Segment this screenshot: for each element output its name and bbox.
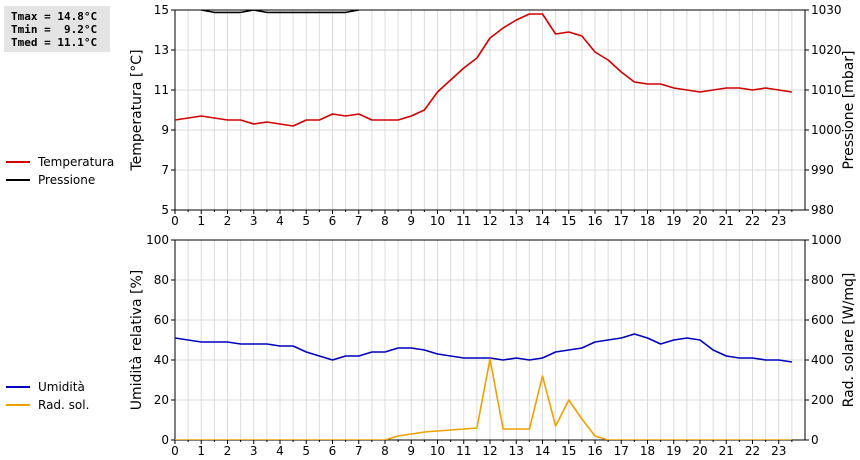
y-tick-label: 0 bbox=[161, 433, 169, 447]
y2-tick-label: 1000 bbox=[811, 233, 842, 247]
x-tick-label: 1 bbox=[197, 444, 205, 458]
y2-tick-label: 980 bbox=[811, 203, 834, 217]
y-tick-label: 9 bbox=[161, 123, 169, 137]
x-tick-label: 4 bbox=[276, 214, 284, 228]
x-tick-label: 12 bbox=[482, 214, 497, 228]
legend-label: Pressione bbox=[38, 173, 95, 187]
y-axis-label: Umidità relativa [%] bbox=[129, 270, 145, 411]
x-tick-label: 19 bbox=[666, 214, 681, 228]
x-tick-label: 8 bbox=[381, 444, 389, 458]
y2-axis-label: Pressione [mbar] bbox=[841, 50, 857, 169]
y2-tick-label: 600 bbox=[811, 313, 834, 327]
series-line-2 bbox=[201, 10, 359, 14]
x-tick-label: 15 bbox=[561, 214, 576, 228]
x-tick-label: 8 bbox=[381, 214, 389, 228]
x-tick-label: 18 bbox=[640, 214, 655, 228]
series-line-1 bbox=[175, 13, 793, 127]
x-tick-label: 17 bbox=[614, 444, 629, 458]
tmax-label: Tmax = 14.8°C bbox=[11, 10, 98, 23]
x-tick-label: 13 bbox=[509, 214, 524, 228]
y-tick-label: 7 bbox=[161, 163, 169, 177]
x-tick-label: 12 bbox=[482, 444, 497, 458]
x-tick-label: 15 bbox=[561, 444, 576, 458]
y2-tick-label: 1010 bbox=[811, 83, 842, 97]
x-tick-label: 16 bbox=[587, 214, 602, 228]
x-tick-label: 2 bbox=[224, 444, 232, 458]
x-tick-label: 20 bbox=[692, 214, 707, 228]
x-tick-label: 0 bbox=[171, 444, 179, 458]
x-tick-label: 22 bbox=[745, 214, 760, 228]
x-tick-label: 0 bbox=[171, 214, 179, 228]
y2-tick-label: 200 bbox=[811, 393, 834, 407]
x-tick-label: 5 bbox=[302, 214, 310, 228]
x-tick-label: 11 bbox=[456, 214, 471, 228]
y2-tick-label: 400 bbox=[811, 353, 834, 367]
x-tick-label: 18 bbox=[640, 444, 655, 458]
x-tick-label: 22 bbox=[745, 444, 760, 458]
x-tick-label: 13 bbox=[509, 444, 524, 458]
y2-tick-label: 1020 bbox=[811, 43, 842, 57]
x-tick-label: 19 bbox=[666, 444, 681, 458]
x-tick-label: 3 bbox=[250, 444, 258, 458]
y-tick-label: 80 bbox=[154, 273, 169, 287]
x-tick-label: 7 bbox=[355, 444, 363, 458]
x-tick-label: 20 bbox=[692, 444, 707, 458]
y2-tick-label: 800 bbox=[811, 273, 834, 287]
x-tick-label: 11 bbox=[456, 444, 471, 458]
x-tick-label: 4 bbox=[276, 444, 284, 458]
y2-tick-label: 1000 bbox=[811, 123, 842, 137]
x-tick-label: 3 bbox=[250, 214, 258, 228]
y-tick-label: 11 bbox=[154, 83, 169, 97]
x-tick-label: 10 bbox=[430, 444, 445, 458]
x-tick-label: 14 bbox=[535, 214, 550, 228]
x-tick-label: 21 bbox=[719, 214, 734, 228]
x-tick-label: 17 bbox=[614, 214, 629, 228]
y2-tick-label: 1030 bbox=[811, 3, 842, 17]
tmed-label: Tmed = 11.1°C bbox=[11, 36, 98, 49]
x-tick-label: 6 bbox=[329, 214, 337, 228]
x-tick-label: 5 bbox=[302, 444, 310, 458]
y-tick-label: 100 bbox=[146, 233, 169, 247]
x-tick-label: 9 bbox=[407, 214, 415, 228]
y-tick-label: 13 bbox=[154, 43, 169, 57]
x-tick-label: 7 bbox=[355, 214, 363, 228]
series-line-1 bbox=[175, 333, 793, 363]
y-tick-label: 60 bbox=[154, 313, 169, 327]
stats-box: Tmax = 14.8°C Tmin = 9.2°C Tmed = 11.1°C bbox=[4, 6, 110, 52]
y-tick-label: 40 bbox=[154, 353, 169, 367]
x-tick-label: 23 bbox=[771, 214, 786, 228]
x-tick-label: 23 bbox=[771, 444, 786, 458]
x-tick-label: 9 bbox=[407, 444, 415, 458]
y-tick-label: 20 bbox=[154, 393, 169, 407]
tmin-label: Tmin = 9.2°C bbox=[11, 23, 98, 36]
x-tick-label: 14 bbox=[535, 444, 550, 458]
legend-label: Temperatura bbox=[37, 155, 114, 169]
x-tick-label: 16 bbox=[587, 444, 602, 458]
y-tick-label: 15 bbox=[154, 3, 169, 17]
x-tick-label: 6 bbox=[329, 444, 337, 458]
legend-label: Umidità bbox=[38, 380, 85, 394]
y-tick-label: 5 bbox=[161, 203, 169, 217]
y-axis-label: Temperatura [°C] bbox=[129, 49, 145, 171]
y2-tick-label: 0 bbox=[811, 433, 819, 447]
series-line-2 bbox=[175, 358, 792, 440]
y2-tick-label: 990 bbox=[811, 163, 834, 177]
legend-label: Rad. sol. bbox=[38, 398, 89, 412]
x-tick-label: 2 bbox=[224, 214, 232, 228]
y2-axis-label: Rad. solare [W/mq] bbox=[841, 273, 857, 408]
x-tick-label: 10 bbox=[430, 214, 445, 228]
x-tick-label: 1 bbox=[197, 214, 205, 228]
x-tick-label: 21 bbox=[719, 444, 734, 458]
